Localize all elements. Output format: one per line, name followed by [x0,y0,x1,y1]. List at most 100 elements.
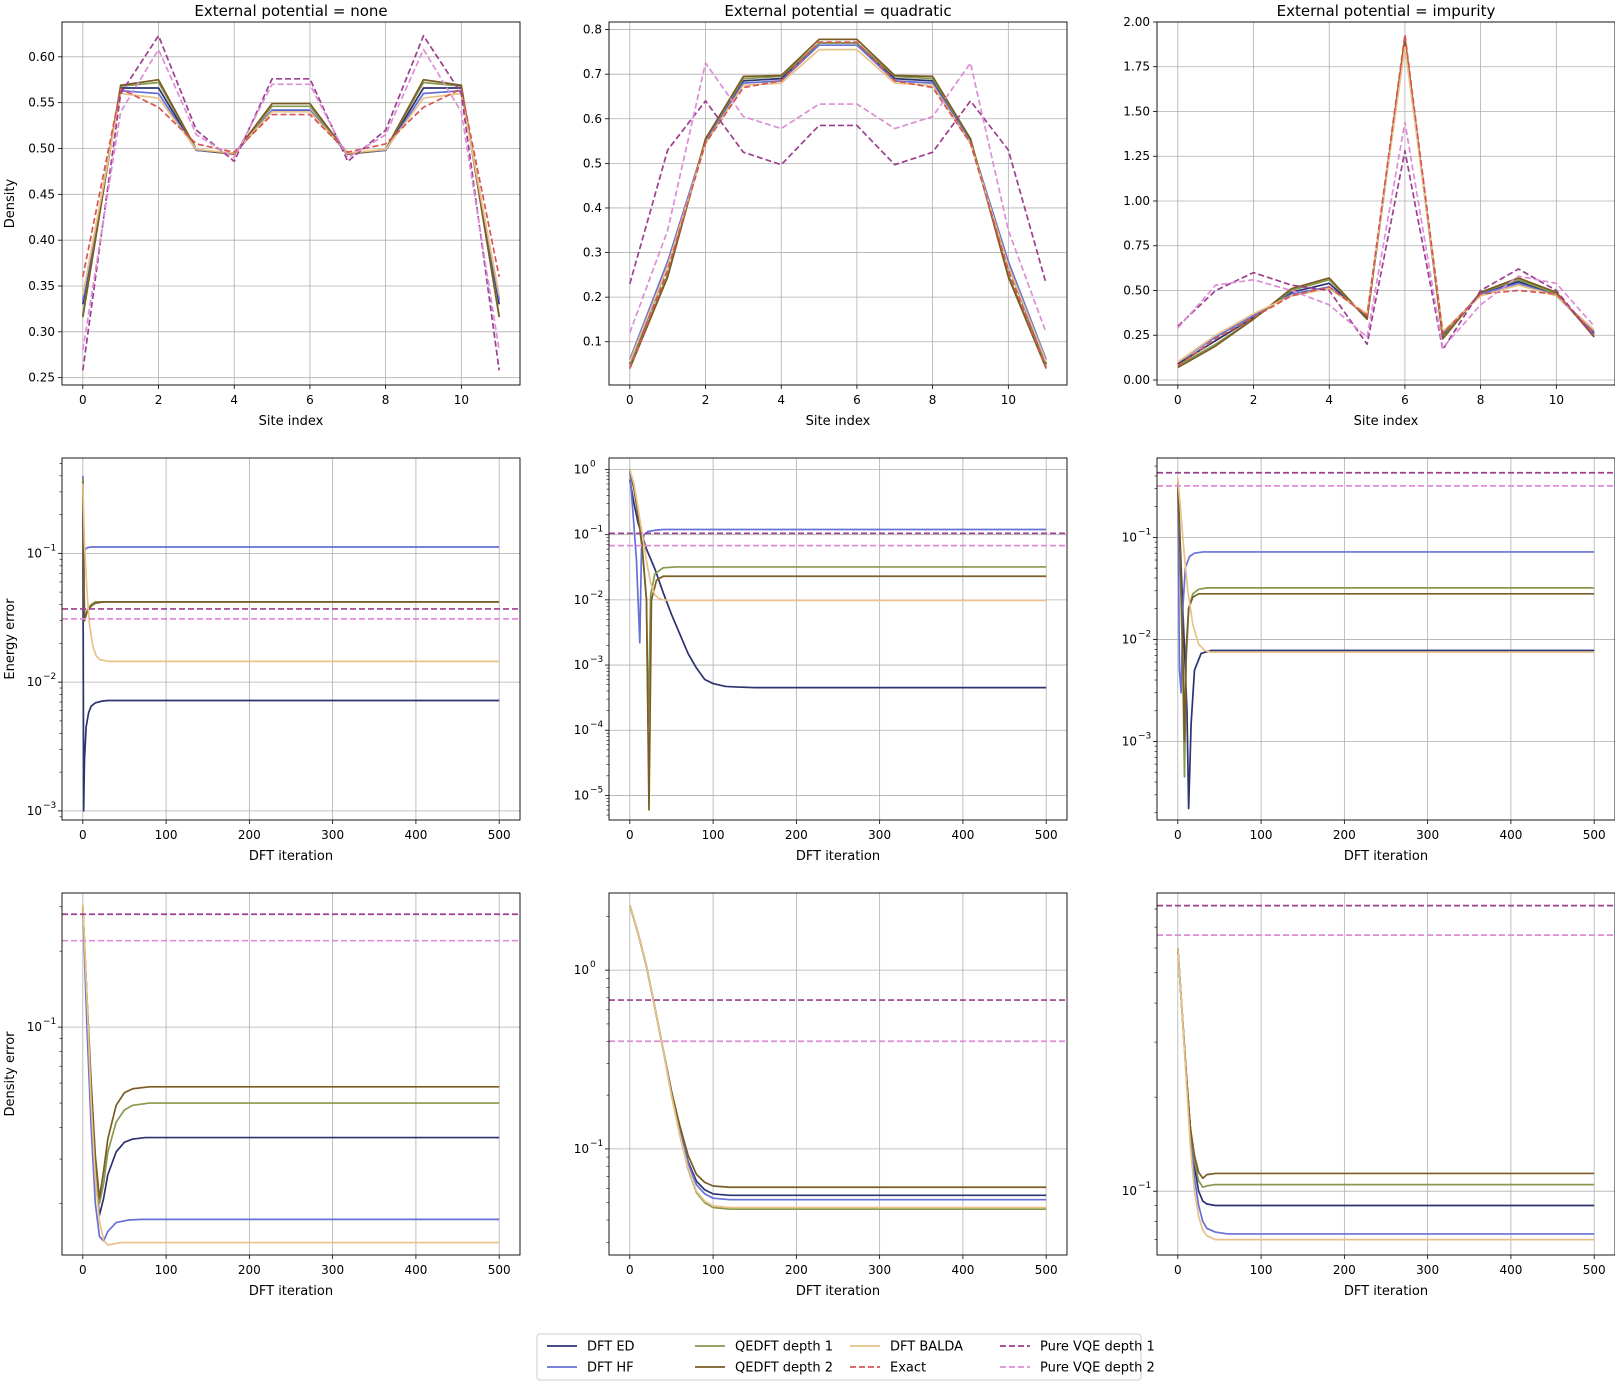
x-tick-label: 2 [702,393,710,407]
y-tick-label: 0.35 [28,279,55,293]
series-line-qedft-depth-1 [1177,39,1595,367]
series-line-dft-balda [629,48,1047,363]
x-tick-label: 100 [702,1263,725,1277]
x-tick-label: 400 [951,828,974,842]
x-tick-label: 300 [868,828,891,842]
y-tick-label: 0.60 [28,50,55,64]
y-tick-exponent: 0 [590,459,596,469]
x-tick-label: 4 [1325,393,1333,407]
x-tick-label: 100 [1250,1263,1273,1277]
x-tick-label: 8 [382,393,390,407]
y-tick-label: 10 [27,675,42,689]
series-line-pure-vqe-depth-1 [81,34,501,371]
series-group [62,475,520,812]
x-tick-label: 2 [155,393,163,407]
series-line-exact [1177,33,1595,367]
y-tick-label: 0.55 [28,96,55,110]
y-tick-exponent: −2 [43,672,56,682]
series-line-qedft-depth-1 [1176,481,1595,778]
x-axis-label: DFT iteration [1344,849,1428,864]
series-line-dft-ed [628,479,1047,689]
y-tick-label: 2.00 [1123,15,1150,29]
x-tick-label: 200 [785,828,808,842]
x-tick-label: 100 [155,1263,178,1277]
legend-label: DFT BALDA [890,1340,963,1355]
y-tick-label: 0.3 [583,246,602,260]
series-line-dft-balda [1176,478,1595,654]
y-tick-label: 0.50 [28,142,55,156]
series-line-dft-ed [629,905,1047,1197]
x-tick-label: 200 [238,1263,261,1277]
x-axis-label: Site index [1354,414,1419,429]
axes-frame [608,21,1068,386]
series-line-dft-hf [81,906,500,1242]
y-tick-label: 0.00 [1123,373,1150,387]
x-tick-label: 0 [1174,393,1182,407]
y-tick-exponent: −1 [1138,527,1151,537]
series-line-qedft-depth-2 [628,469,1047,811]
x-tick-label: 400 [951,1263,974,1277]
y-tick-label: 0.25 [28,371,55,385]
series-line-dft-hf [1177,42,1595,363]
y-tick-exponent: −1 [43,1017,56,1027]
series-line-pure-vqe-depth-1 [1177,150,1595,351]
y-tick-label: 10 [27,1020,42,1034]
y-tick-exponent: −1 [43,543,56,553]
series-group [62,903,520,1246]
x-tick-label: 0 [626,1263,634,1277]
y-tick-exponent: −2 [1138,629,1151,639]
x-tick-label: 10 [454,393,469,407]
series-line-qedft-depth-1 [1176,947,1595,1189]
x-tick-label: 6 [853,393,861,407]
series-group [1157,904,1615,1241]
y-tick-exponent: −1 [590,1139,603,1149]
y-tick-label: 10 [574,528,589,542]
x-tick-label: 500 [488,828,511,842]
panel-r2c2: 0 100 200 300 400 500 10 −1 DFT iteration [1122,892,1615,1299]
series-line-dft-hf [81,89,501,300]
x-tick-label: 0 [1174,828,1182,842]
y-tick-label: 0.4 [583,201,602,215]
y-tick-label: 0.5 [583,156,602,170]
series-line-qedft-depth-2 [81,481,500,622]
x-tick-label: 10 [1001,393,1016,407]
y-tick-label: 0.30 [28,325,55,339]
x-tick-label: 0 [1174,1263,1182,1277]
x-tick-label: 300 [321,828,344,842]
x-tick-label: 2 [1250,393,1258,407]
series-line-qedft-depth-1 [81,478,500,622]
x-axis-label: DFT iteration [796,849,880,864]
series-line-dft-hf [81,475,500,555]
x-axis-label: DFT iteration [1344,1284,1428,1299]
panel-r0c0: 0 2 4 6 8 10 0.25 0.30 0.35 0.40 0.45 0.50 0.55 0.60 E… [3,2,521,429]
y-tick-label: 10 [574,963,589,977]
series-line-qedft-depth-2 [629,905,1047,1189]
y-tick-exponent: −3 [590,655,603,665]
y-tick-label: 10 [574,658,589,672]
series-line-qedft-depth-1 [81,81,501,316]
series-line-dft-balda [1177,46,1595,363]
y-tick-label: 10 [574,788,589,802]
y-axis-label: Energy error [3,598,18,680]
series-line-dft-ed [81,87,501,305]
x-tick-label: 500 [1035,1263,1058,1277]
panel-title: External potential = quadratic [724,2,951,20]
x-tick-label: 0 [79,1263,87,1277]
y-tick-label: 0.2 [583,290,602,304]
panel-r0c1: 0 2 4 6 8 10 0.1 0.2 0.3 0.4 0.5 0.6 0.7 0.8 External … [583,2,1068,429]
x-tick-label: 200 [785,1263,808,1277]
x-tick-label: 4 [230,393,238,407]
y-tick-label: 1.25 [1123,149,1150,163]
series-line-dft-hf [629,44,1047,360]
y-tick-label: 0.8 [583,23,602,37]
series-line-qedft-depth-1 [81,906,500,1205]
x-tick-label: 0 [79,828,87,842]
panel-r0c2: 0 2 4 6 8 10 0.00 0.25 0.50 0.75 1.00 1.25 1.50 1.75 2… [1123,2,1615,429]
x-tick-label: 400 [1499,828,1522,842]
x-tick-label: 500 [1583,1263,1606,1277]
series-line-pure-vqe-depth-2 [81,48,501,351]
x-axis-label: DFT iteration [796,1284,880,1299]
